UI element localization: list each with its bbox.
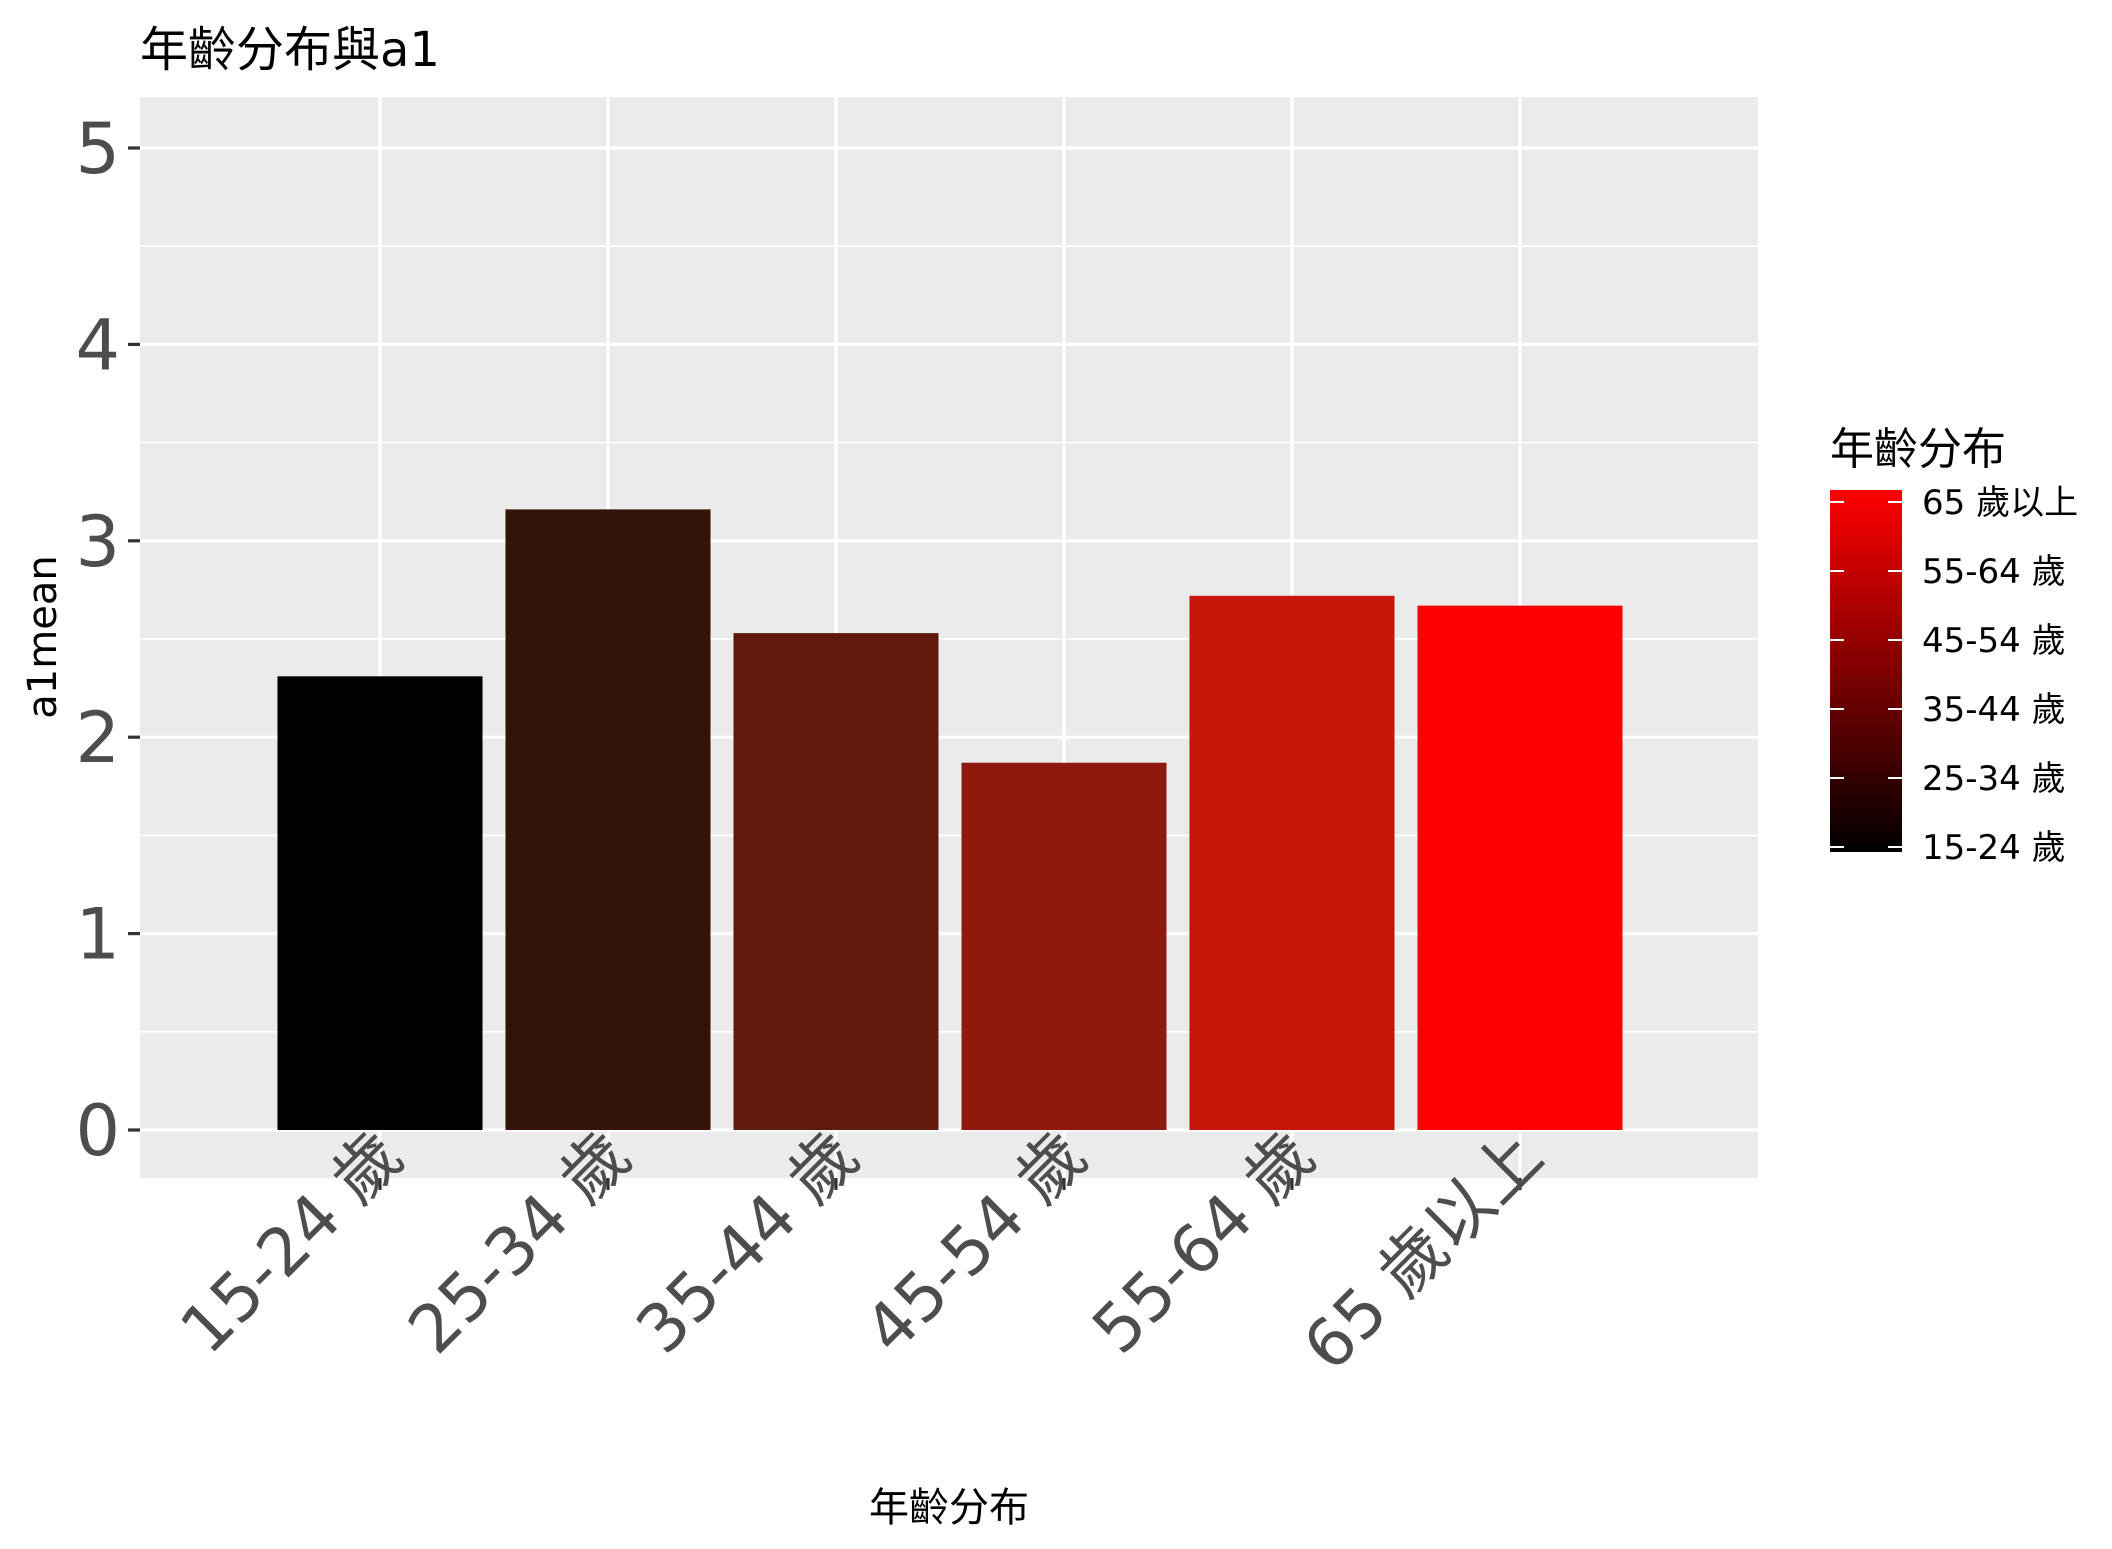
bar (733, 633, 939, 1130)
legend-title: 年齡分布 (1830, 424, 2006, 475)
legend-label: 25-34 歲 (1922, 759, 2066, 799)
legend-colorbar (1830, 490, 1902, 852)
bar (277, 676, 483, 1130)
y-tick-label: 3 (75, 501, 120, 583)
legend-label: 45-54 歲 (1922, 621, 2066, 661)
bar (1189, 595, 1395, 1130)
legend-entries: 65 歲以上 55-64 歲 45-54 歲 35-44 歲 25-34 歲 15-24 … (1830, 483, 2078, 868)
y-tick-label: 5 (75, 108, 120, 190)
y-axis: 0 1 2 3 4 5 (75, 108, 140, 1172)
y-axis-title: a1mean (20, 555, 66, 718)
y-tick-label: 4 (75, 304, 120, 386)
legend-label: 55-64 歲 (1922, 552, 2066, 592)
x-axis-title: 年齡分布 (869, 1485, 1029, 1531)
legend-label: 15-24 歲 (1922, 828, 2066, 868)
y-tick-label: 2 (75, 697, 120, 779)
legend-label: 65 歲以上 (1922, 483, 2078, 523)
bar (505, 509, 711, 1131)
legend: 年齡分布 65 歲以上 55-64 歲 45-54 歲 35-44 歲 25-34 歲 1… (1830, 424, 2078, 868)
bars (277, 509, 1623, 1131)
chart-title: 年齡分布與a1 (140, 22, 440, 78)
y-tick-label: 1 (75, 894, 120, 976)
y-tick-label: 0 (75, 1090, 120, 1172)
bar (961, 762, 1167, 1130)
legend-label: 35-44 歲 (1922, 690, 2066, 730)
bar (1417, 605, 1623, 1130)
